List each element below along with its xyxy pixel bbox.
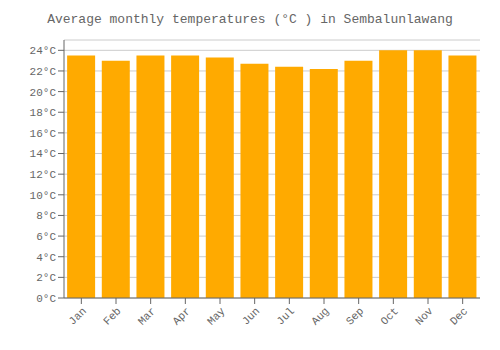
svg-text:12°C: 12°C: [30, 169, 57, 181]
svg-text:14°C: 14°C: [30, 148, 57, 160]
svg-text:2°C: 2°C: [36, 272, 56, 284]
svg-text:Dec: Dec: [448, 305, 470, 327]
svg-text:May: May: [205, 305, 228, 328]
svg-text:Mar: Mar: [136, 305, 158, 327]
svg-text:20°C: 20°C: [30, 87, 57, 99]
svg-text:Jun: Jun: [240, 305, 262, 327]
svg-text:4°C: 4°C: [36, 252, 56, 264]
svg-text:16°C: 16°C: [30, 128, 57, 140]
svg-text:Aug: Aug: [309, 305, 331, 327]
svg-text:22°C: 22°C: [30, 66, 57, 78]
svg-text:24°C: 24°C: [30, 45, 57, 57]
svg-text:Jul: Jul: [274, 305, 296, 327]
svg-text:10°C: 10°C: [30, 190, 57, 202]
html-text:Average monthly temperatures (: Average monthly temperatures (°C ) in Se…: [47, 12, 453, 27]
svg-text:Jan: Jan: [66, 305, 88, 327]
svg-text:6°C: 6°C: [36, 231, 56, 243]
svg-text:Feb: Feb: [101, 305, 123, 327]
svg-text:Sep: Sep: [344, 305, 366, 327]
svg-text:18°C: 18°C: [30, 107, 57, 119]
svg-text:Apr: Apr: [170, 305, 192, 327]
svg-text:Nov: Nov: [413, 305, 436, 328]
svg-text:8°C: 8°C: [36, 210, 56, 222]
svg-text:Oct: Oct: [378, 305, 400, 327]
svg-text:0°C: 0°C: [36, 293, 56, 305]
